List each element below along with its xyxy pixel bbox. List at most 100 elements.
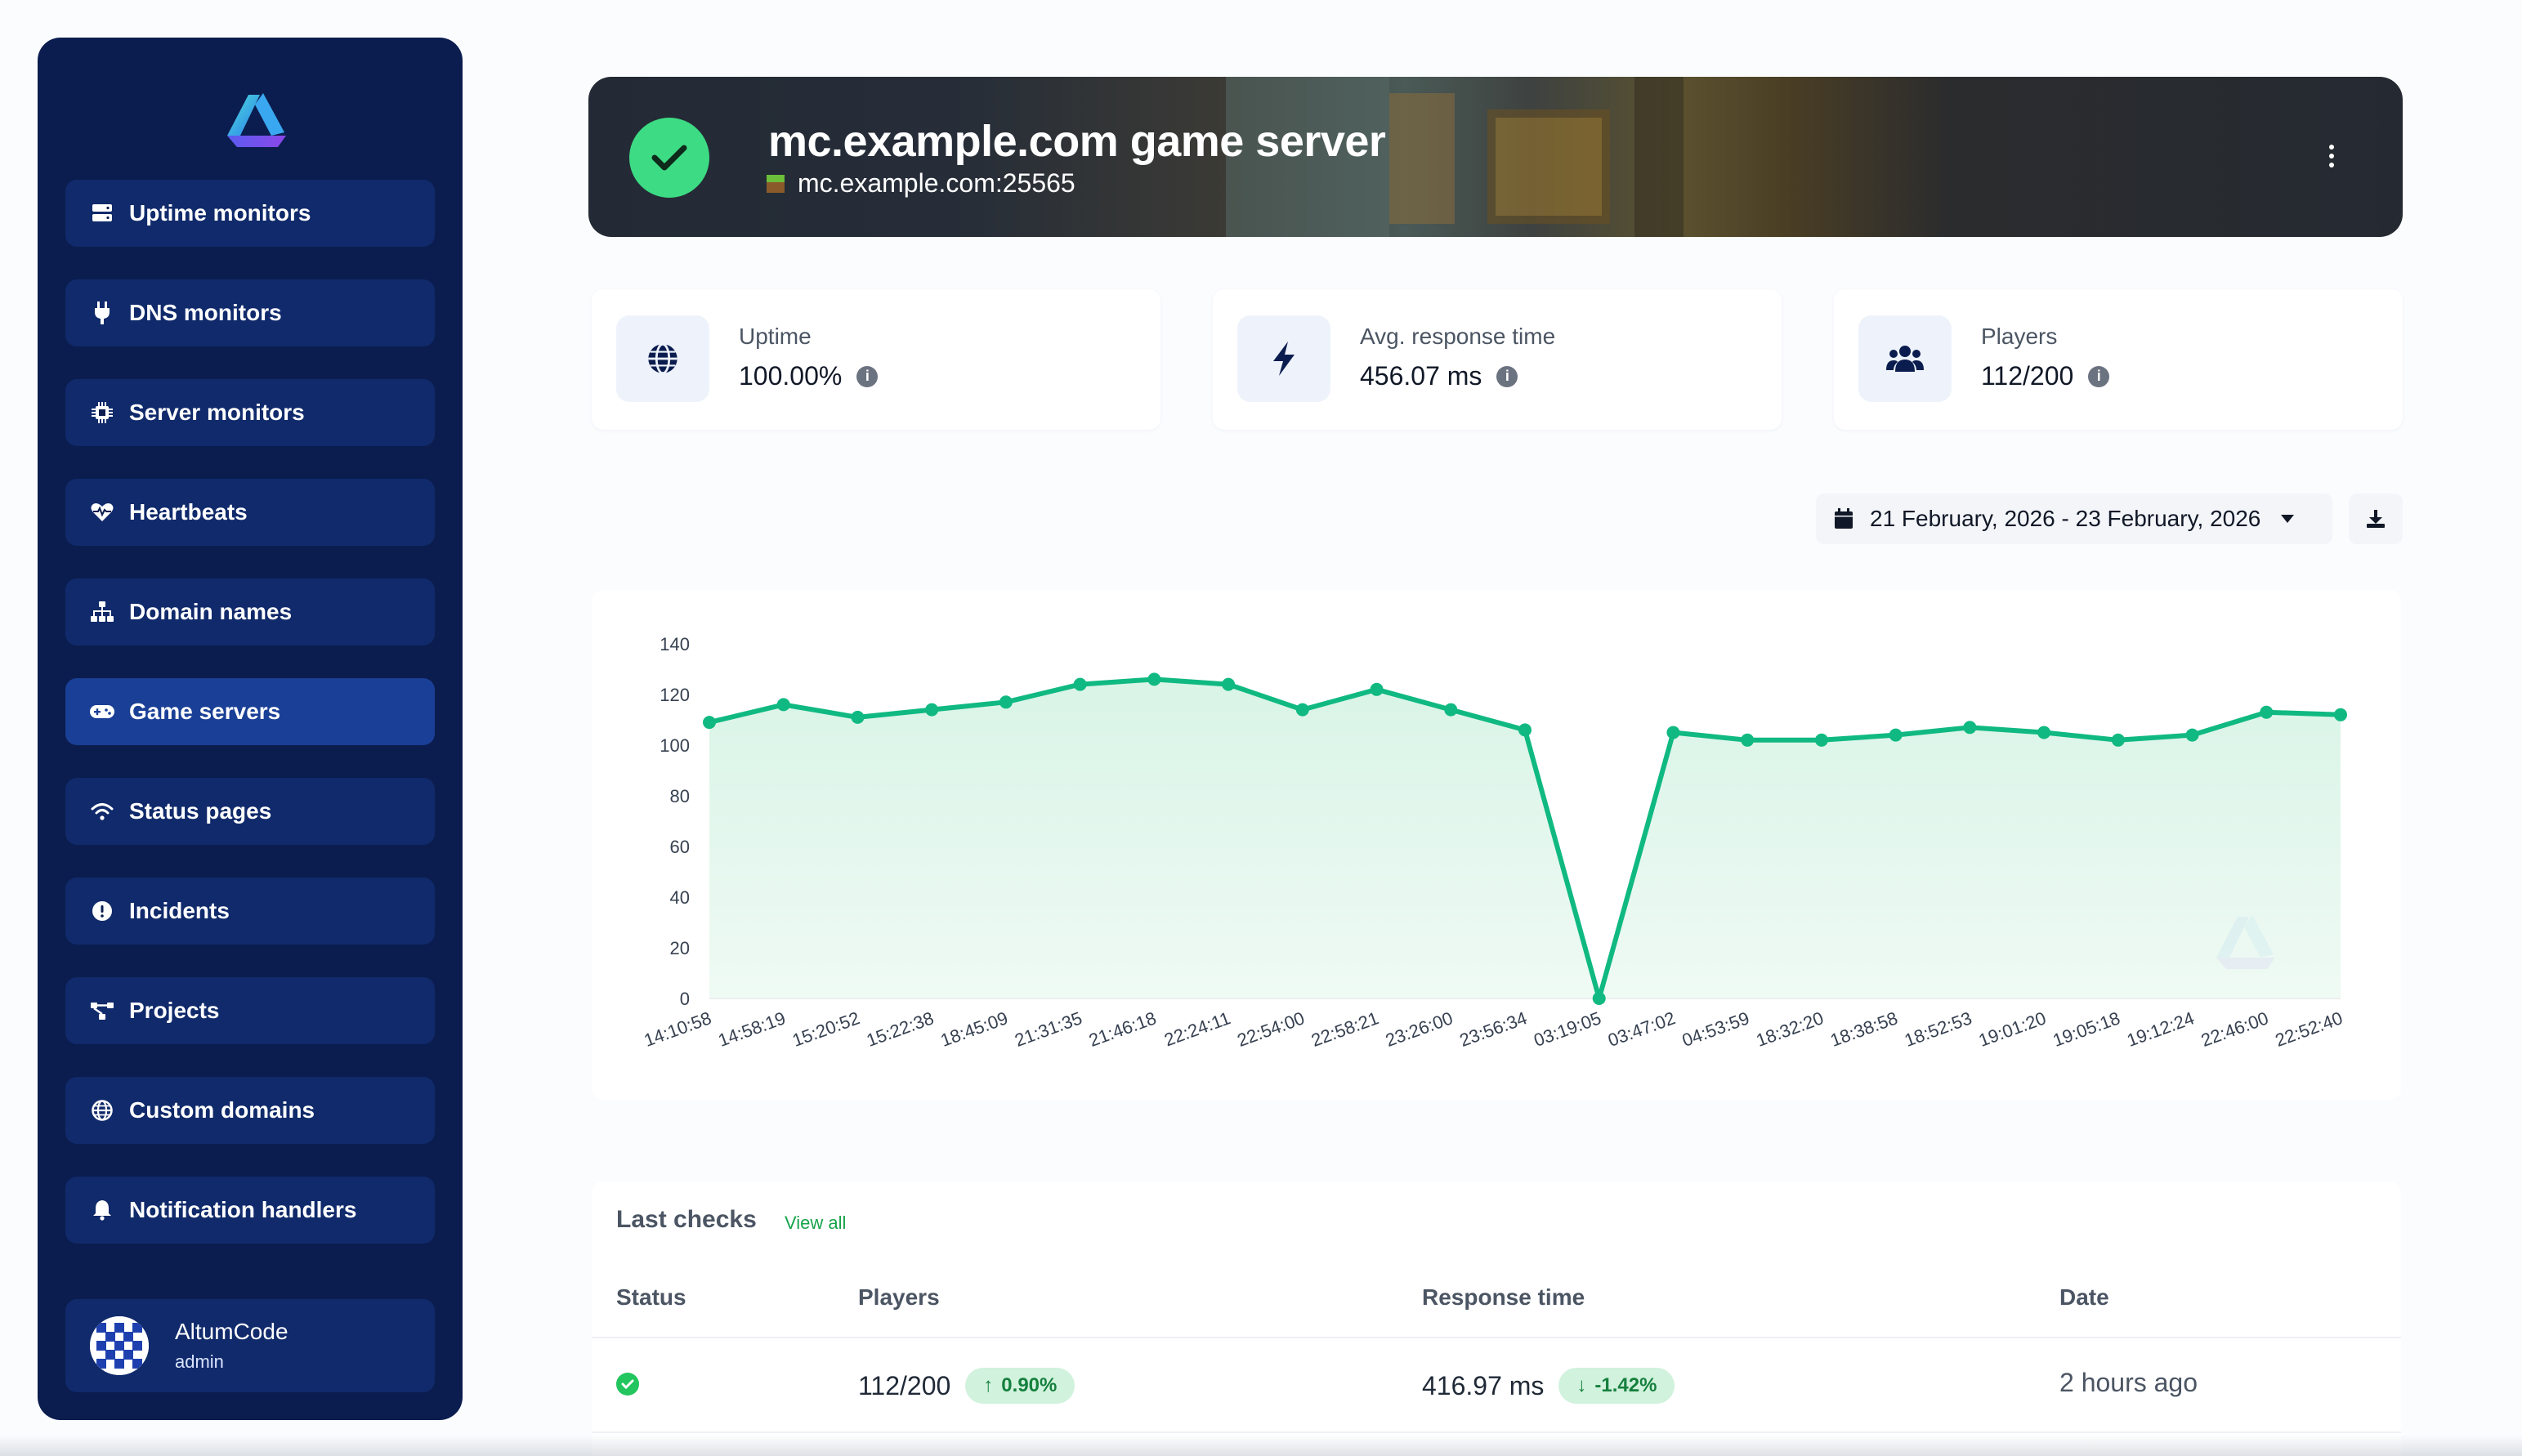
- players-card: Players 112/200 i: [1834, 289, 2403, 430]
- sidebar: Uptime monitors DNS monitors Server moni…: [38, 38, 463, 1420]
- column-header-players: Players: [858, 1284, 940, 1310]
- sidebar-item-incidents[interactable]: Incidents: [65, 878, 435, 945]
- y-tick-label: 100: [660, 735, 690, 756]
- data-point: [1295, 703, 1309, 717]
- bell-icon: [90, 1198, 114, 1222]
- sidebar-item-label: Custom domains: [129, 1097, 315, 1123]
- players-change-badge: ↑ 0.90%: [965, 1368, 1075, 1404]
- bottom-fade: [0, 1435, 2522, 1456]
- view-all-link[interactable]: View all: [785, 1213, 847, 1233]
- players-chart: 0 20 40 60 80 100 120 140 14:10:58 14:58:19 15:20:…: [642, 634, 2347, 1051]
- x-tick-label: 04:53:59: [1679, 1007, 1752, 1051]
- x-tick-label: 03:19:05: [1531, 1007, 1603, 1051]
- players-value: 112/200 i: [1981, 361, 2110, 391]
- sidebar-item-label: Game servers: [129, 699, 281, 724]
- data-point: [776, 698, 790, 712]
- sidebar-item-dns-monitors[interactable]: DNS monitors: [65, 279, 435, 346]
- sidebar-item-label: Heartbeats: [129, 499, 248, 525]
- x-tick-label: 15:22:38: [864, 1007, 937, 1051]
- data-point: [1147, 672, 1161, 686]
- x-tick-label: 19:12:24: [2124, 1007, 2197, 1051]
- wifi-icon: [90, 799, 114, 824]
- sidebar-item-game-servers[interactable]: Game servers: [65, 678, 435, 745]
- sidebar-item-uptime-monitors[interactable]: Uptime monitors: [65, 180, 435, 247]
- response-change-badge: ↓ -1.42%: [1558, 1368, 1675, 1404]
- download-button[interactable]: [2349, 494, 2403, 544]
- data-point: [851, 710, 865, 724]
- heart-pulse-icon: [90, 500, 114, 525]
- data-point: [2185, 728, 2199, 742]
- x-tick-label: 21:31:35: [1012, 1007, 1084, 1051]
- more-options-icon[interactable]: [2319, 136, 2344, 176]
- data-point: [1592, 992, 1606, 1005]
- info-icon[interactable]: i: [2088, 365, 2110, 387]
- user-role: admin: [175, 1351, 224, 1372]
- sidebar-item-notification-handlers[interactable]: Notification handlers: [65, 1177, 435, 1244]
- x-tick-label: 03:47:02: [1605, 1007, 1678, 1051]
- data-point: [1666, 726, 1680, 739]
- x-tick-label: 18:38:58: [1827, 1007, 1900, 1051]
- column-header-response-time: Response time: [1422, 1284, 1585, 1310]
- data-point: [999, 695, 1013, 709]
- arrow-down-icon: ↓: [1576, 1374, 1587, 1396]
- user-menu[interactable]: AltumCode admin: [65, 1299, 435, 1392]
- response-time-card: Avg. response time 456.07 ms i: [1213, 289, 1782, 430]
- response-time-value-text: 456.07 ms: [1360, 361, 1482, 391]
- x-tick-label: 18:45:09: [938, 1007, 1011, 1051]
- app-logo[interactable]: [212, 54, 294, 160]
- sidebar-item-heartbeats[interactable]: Heartbeats: [65, 479, 435, 546]
- sidebar-item-label: DNS monitors: [129, 300, 282, 325]
- check-icon: [651, 145, 687, 171]
- banner-background-art: [588, 77, 2403, 237]
- project-diagram-icon: [90, 998, 114, 1023]
- response-change-value: -1.42%: [1594, 1374, 1657, 1396]
- uptime-label: Uptime: [739, 324, 812, 349]
- data-point: [2260, 705, 2274, 719]
- data-point: [1889, 728, 1903, 742]
- sidebar-item-status-pages[interactable]: Status pages: [65, 778, 435, 845]
- caret-down-icon: [2281, 515, 2295, 523]
- globe-icon: [90, 1098, 114, 1123]
- gamepad-icon: [90, 699, 114, 724]
- table-divider: [592, 1431, 2401, 1433]
- data-point: [925, 703, 939, 717]
- info-icon[interactable]: i: [1496, 365, 1518, 387]
- y-tick-label: 80: [670, 786, 690, 806]
- minecraft-block-icon: [767, 174, 785, 193]
- user-name: AltumCode: [175, 1319, 288, 1344]
- plug-icon: [90, 301, 114, 325]
- x-tick-label: 22:52:40: [2273, 1007, 2345, 1051]
- response-time-label: Avg. response time: [1360, 324, 1556, 349]
- column-header-date: Date: [2059, 1284, 2109, 1310]
- x-tick-label: 22:54:00: [1235, 1007, 1308, 1051]
- x-tick-label: 19:01:20: [1976, 1007, 2049, 1051]
- players-label: Players: [1981, 324, 2058, 349]
- x-tick-label: 18:52:53: [1902, 1007, 1974, 1051]
- status-cell: [616, 1373, 639, 1396]
- server-icon: [90, 201, 114, 226]
- calendar-icon: [1835, 508, 1853, 529]
- response-time: 416.97 ms: [1422, 1370, 1545, 1400]
- server-address-text: mc.example.com:25565: [798, 168, 1075, 198]
- cpu-icon: [90, 400, 114, 425]
- sidebar-item-projects[interactable]: Projects: [65, 977, 435, 1044]
- players-chart-card: 0 20 40 60 80 100 120 140 14:10:58 14:58:19 15:20:…: [592, 590, 2401, 1100]
- data-point: [1222, 677, 1236, 691]
- date-range-picker[interactable]: 21 February, 2026 - 23 February, 2026: [1816, 494, 2332, 544]
- server-header-banner: mc.example.com game server mc.example.co…: [588, 77, 2403, 237]
- x-tick-label: 22:24:11: [1161, 1007, 1232, 1050]
- sidebar-item-label: Projects: [129, 998, 220, 1023]
- response-time-value: 456.07 ms i: [1360, 361, 1518, 391]
- server-address: mc.example.com:25565: [767, 168, 1075, 199]
- players-change-value: 0.90%: [1001, 1374, 1058, 1396]
- response-time-cell: 416.97 ms ↓ -1.42%: [1422, 1368, 1675, 1404]
- last-checks-panel: Last checks View all Status Players Resp…: [592, 1181, 2401, 1456]
- data-point: [2037, 726, 2051, 739]
- users-icon: [1858, 315, 1952, 402]
- info-icon[interactable]: i: [856, 365, 879, 387]
- data-point: [1444, 703, 1458, 717]
- sidebar-item-custom-domains[interactable]: Custom domains: [65, 1077, 435, 1144]
- sidebar-item-domain-names[interactable]: Domain names: [65, 578, 435, 645]
- sidebar-item-server-monitors[interactable]: Server monitors: [65, 379, 435, 446]
- x-tick-label: 14:58:19: [715, 1007, 788, 1051]
